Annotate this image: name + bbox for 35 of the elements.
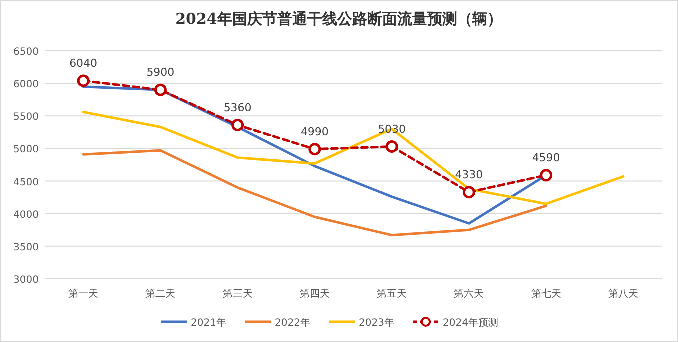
point [232, 119, 244, 132]
legend-label: 2022年 [275, 317, 310, 329]
x-tick-label: 第五天 [377, 288, 408, 300]
y-tick-label: 3500 [14, 242, 39, 254]
data-label: 5360 [224, 101, 252, 114]
data-label: 4990 [300, 125, 329, 138]
y-tick-label: 3000 [14, 275, 39, 286]
y-tick-label: 4500 [14, 177, 39, 188]
y-tick-label: 6000 [14, 80, 39, 91]
x-tick-label: 第一天 [68, 288, 99, 300]
x-tick-label: 第六天 [454, 288, 484, 300]
legend-label: 2021年 [191, 317, 226, 329]
y-tick-label: 6500 [14, 47, 39, 58]
y-tick-label: 4000 [14, 210, 39, 221]
data-label: 4590 [532, 151, 560, 164]
legend-label: 2023年 [359, 317, 394, 329]
data-label: 5900 [146, 66, 175, 80]
point [154, 84, 167, 96]
x-tick-label: 第七天 [531, 288, 562, 300]
x-tick-label: 第四天 [300, 288, 330, 300]
point [462, 186, 476, 199]
legend-label: 2024年预测 [443, 317, 498, 329]
data-label: 6040 [70, 56, 98, 70]
point [308, 143, 322, 156]
data-label: 4330 [455, 168, 484, 182]
x-tick-label: 第三天 [222, 288, 253, 300]
y-tick-label: 5000 [14, 144, 39, 156]
x-tick-label: 第二天 [146, 288, 176, 300]
y-tick-label: 5500 [14, 112, 39, 124]
point [77, 74, 90, 88]
line-series [82, 110, 625, 206]
chart-title: 2024年国庆节普通干线公路断面流量预测（辆） [176, 10, 502, 28]
x-tick-label: 第八天 [608, 288, 638, 300]
point [386, 140, 398, 154]
point [540, 169, 553, 182]
